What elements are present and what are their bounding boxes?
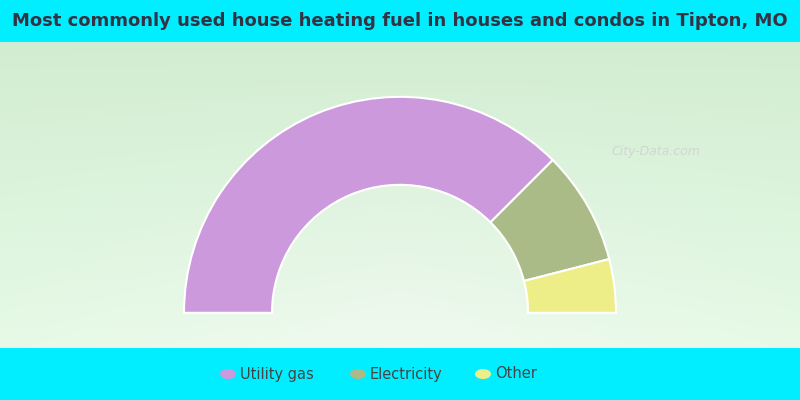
Ellipse shape bbox=[350, 369, 366, 379]
Text: Electricity: Electricity bbox=[370, 366, 442, 382]
Text: City-Data.com: City-Data.com bbox=[611, 146, 701, 158]
Text: Most commonly used house heating fuel in houses and condos in Tipton, MO: Most commonly used house heating fuel in… bbox=[12, 12, 788, 30]
Wedge shape bbox=[490, 160, 610, 281]
Wedge shape bbox=[524, 259, 616, 313]
Ellipse shape bbox=[220, 369, 236, 379]
Ellipse shape bbox=[475, 369, 491, 379]
Bar bbox=[0, 348, 800, 400]
Wedge shape bbox=[184, 97, 553, 313]
Text: Other: Other bbox=[495, 366, 537, 382]
Text: Utility gas: Utility gas bbox=[240, 366, 314, 382]
Bar bbox=[0, 0, 800, 42]
